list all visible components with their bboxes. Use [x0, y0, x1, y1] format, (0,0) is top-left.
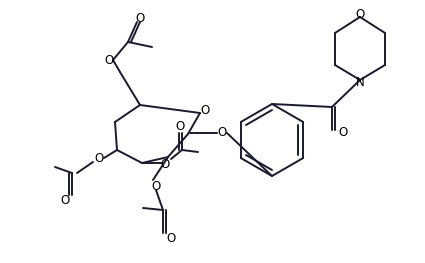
- Text: O: O: [338, 127, 348, 139]
- Text: O: O: [60, 194, 70, 206]
- Text: O: O: [136, 13, 144, 26]
- Text: O: O: [200, 104, 210, 118]
- Text: O: O: [105, 53, 113, 67]
- Text: O: O: [94, 153, 104, 165]
- Text: O: O: [176, 120, 184, 134]
- Text: N: N: [356, 75, 364, 89]
- Text: O: O: [166, 231, 176, 245]
- Text: O: O: [160, 159, 170, 171]
- Text: O: O: [151, 180, 161, 194]
- Text: O: O: [355, 8, 365, 22]
- Text: O: O: [217, 127, 227, 139]
